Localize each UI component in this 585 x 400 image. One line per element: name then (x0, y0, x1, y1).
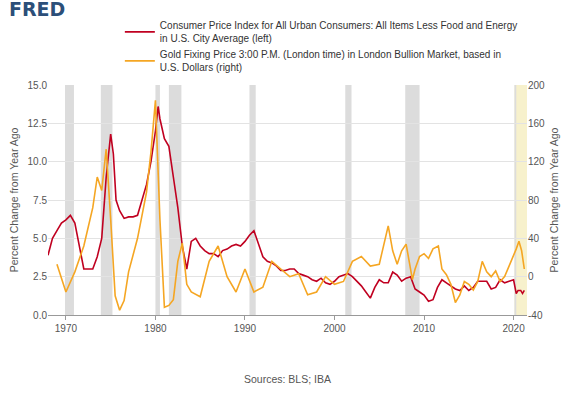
svg-text:80: 80 (528, 195, 540, 206)
svg-text:2000: 2000 (323, 323, 346, 334)
svg-text:2010: 2010 (413, 323, 436, 334)
svg-text:1980: 1980 (144, 323, 167, 334)
svg-text:40: 40 (528, 233, 540, 244)
svg-text:12.5: 12.5 (28, 118, 48, 129)
svg-text:Consumer Price Index for All U: Consumer Price Index for All Urban Consu… (160, 20, 517, 44)
svg-text:15.0: 15.0 (28, 80, 48, 91)
svg-text:2020: 2020 (502, 323, 525, 334)
svg-text:Gold Fixing Price 3:00 P.M. (L: Gold Fixing Price 3:00 P.M. (London time… (160, 49, 501, 73)
svg-text:5.0: 5.0 (33, 233, 47, 244)
svg-text:2.5: 2.5 (33, 271, 47, 282)
svg-text:Sources: BLS; IBA: Sources: BLS; IBA (244, 373, 331, 385)
svg-text:Percent Change from Year Ago: Percent Change from Year Ago (548, 127, 560, 272)
svg-text:Percent Change from Year Ago: Percent Change from Year Ago (8, 127, 20, 272)
svg-text:0.0: 0.0 (33, 310, 47, 321)
svg-text:1970: 1970 (55, 323, 78, 334)
svg-text:10.0: 10.0 (28, 156, 48, 167)
svg-text:0: 0 (528, 271, 534, 282)
svg-text:160: 160 (528, 118, 545, 129)
svg-text:200: 200 (528, 80, 545, 91)
svg-text:1990: 1990 (234, 323, 257, 334)
svg-text:7.5: 7.5 (33, 195, 47, 206)
svg-text:FRED: FRED (9, 0, 65, 20)
svg-text:120: 120 (528, 156, 545, 167)
svg-text:-40: -40 (528, 310, 543, 321)
